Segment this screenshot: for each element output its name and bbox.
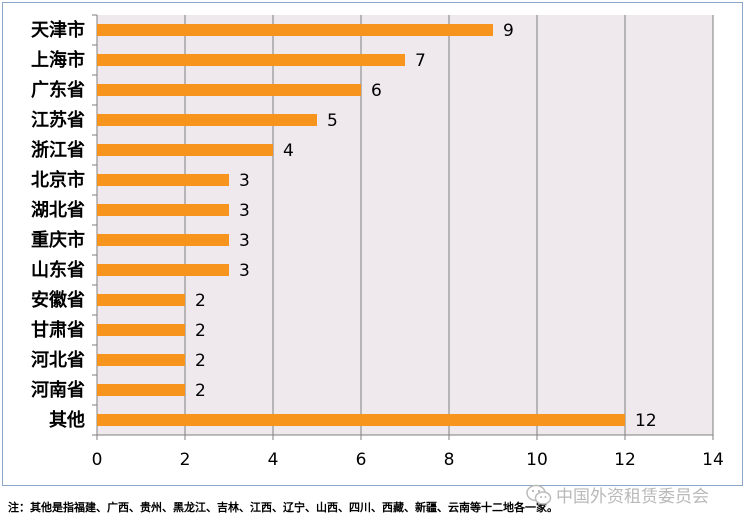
x-tick-label: 0 <box>92 450 103 470</box>
bar <box>97 114 317 126</box>
data-label: 7 <box>415 51 426 71</box>
bar <box>97 174 229 186</box>
category-label: 安徽省 <box>31 289 85 311</box>
bar <box>97 354 185 366</box>
category-label: 河南省 <box>31 379 85 401</box>
data-label: 6 <box>371 81 382 101</box>
x-tick-label: 12 <box>614 450 636 470</box>
bar <box>97 84 361 96</box>
data-label: 3 <box>239 171 250 191</box>
plot-area <box>97 15 713 435</box>
data-label: 5 <box>327 111 338 131</box>
category-label: 甘肃省 <box>31 319 85 341</box>
category-label: 天津市 <box>31 19 85 41</box>
x-tick-label: 10 <box>526 450 548 470</box>
bar <box>97 414 625 426</box>
data-label: 2 <box>195 381 206 401</box>
data-label: 2 <box>195 291 206 311</box>
watermark: 中国外资租赁委员会 <box>526 482 709 507</box>
x-tick-label: 2 <box>180 450 191 470</box>
data-label: 9 <box>503 21 514 41</box>
category-label: 其他 <box>49 409 85 431</box>
footnote: 注：其他是指福建、广西、贵州、黑龙江、吉林、江西、辽宁、山西、四川、西藏、新疆、… <box>8 501 558 514</box>
category-label: 重庆市 <box>31 229 85 251</box>
bar <box>97 234 229 246</box>
bar <box>97 204 229 216</box>
x-tick-label: 4 <box>268 450 279 470</box>
category-label: 上海市 <box>31 49 85 71</box>
bar <box>97 264 229 276</box>
x-tick-label: 6 <box>356 450 367 470</box>
bar <box>97 324 185 336</box>
bar <box>97 294 185 306</box>
data-label: 3 <box>239 201 250 221</box>
category-label: 河北省 <box>31 349 85 371</box>
data-label: 2 <box>195 321 206 341</box>
data-label: 2 <box>195 351 206 371</box>
data-label: 4 <box>283 141 294 161</box>
bar <box>97 24 493 36</box>
bar <box>97 54 405 66</box>
watermark-text: 中国外资租赁委员会 <box>556 487 709 507</box>
bar <box>97 384 185 396</box>
bar <box>97 144 273 156</box>
category-label: 浙江省 <box>31 139 85 161</box>
category-label: 广东省 <box>31 79 85 101</box>
data-label: 12 <box>635 411 657 431</box>
x-tick-label: 14 <box>702 450 724 470</box>
category-label: 北京市 <box>31 169 85 191</box>
category-label: 江苏省 <box>31 109 85 131</box>
data-label: 3 <box>239 231 250 251</box>
x-tick-label: 8 <box>444 450 455 470</box>
wechat-icon <box>526 484 552 505</box>
category-label: 湖北省 <box>31 199 85 221</box>
data-label: 3 <box>239 261 250 281</box>
chart-frame: 0 2 4 6 8 10 12 14 天津市 9 上海市 7 广东省 6 江苏省 5 浙江省 4 北京市 3 湖北省 3 重… <box>2 2 743 486</box>
bar-chart: 0 2 4 6 8 10 12 14 天津市 9 上海市 7 广东省 6 江苏省 5 浙江省 4 北京市 3 湖北省 3 重… <box>31 14 724 470</box>
category-label: 山东省 <box>31 259 85 281</box>
